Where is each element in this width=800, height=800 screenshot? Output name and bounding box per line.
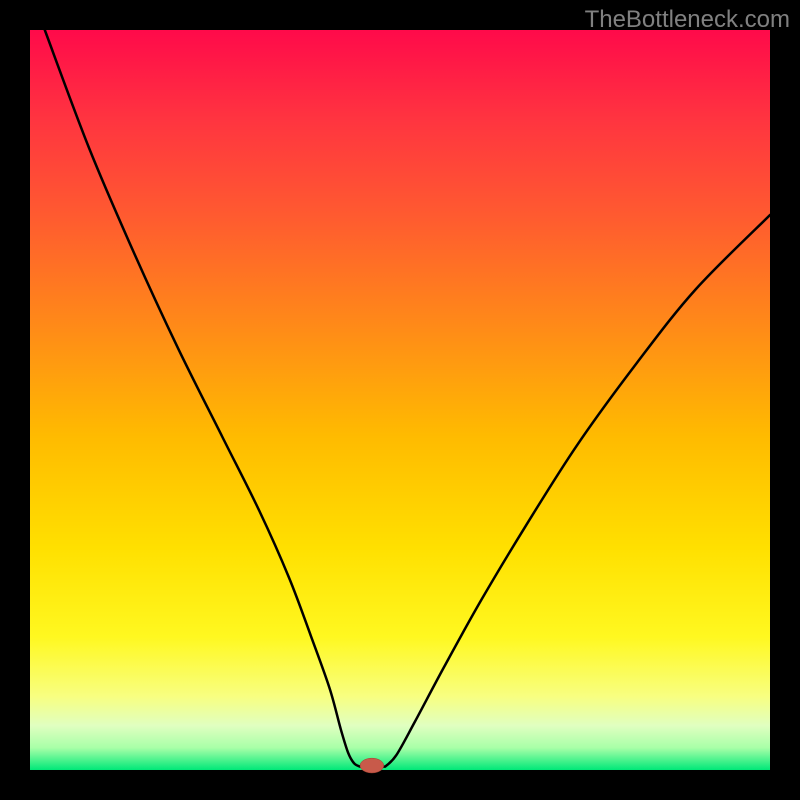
plot-background — [30, 30, 770, 770]
bottleneck-chart — [0, 0, 800, 800]
optimum-marker — [360, 758, 384, 773]
chart-container: TheBottleneck.com — [0, 0, 800, 800]
watermark-text: TheBottleneck.com — [585, 6, 790, 34]
